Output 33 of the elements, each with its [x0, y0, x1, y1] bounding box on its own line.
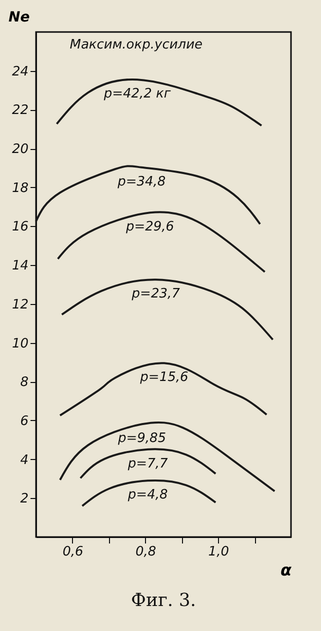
series-label: p=4,8: [126, 488, 168, 503]
series-label: p=29,6: [124, 220, 174, 235]
series-label: p=42,2 кг: [102, 86, 171, 102]
y-tick-label: 20: [12, 142, 28, 158]
y-tick-label: 24: [12, 64, 28, 80]
series-label: p=9,85: [116, 431, 166, 446]
x-tick-label: 0,6: [62, 544, 84, 560]
y-tick-label: 14: [12, 258, 28, 274]
y-tick-label: 16: [12, 220, 28, 235]
x-tick-label: 1,0: [208, 544, 229, 560]
y-tick-label: 18: [12, 180, 28, 196]
line-series: [60, 278, 274, 341]
series-label: p=7,7: [126, 456, 168, 472]
x-tick-label: 0,8: [135, 544, 156, 560]
line-series: [59, 362, 268, 416]
y-tick-label: 8: [20, 375, 28, 390]
y-axis-title: Ne: [8, 10, 30, 26]
x-axis-title: α: [280, 560, 292, 580]
y-tick-label: 12: [12, 297, 28, 312]
line-series: [81, 479, 217, 507]
y-tick-label: 22: [12, 103, 28, 118]
annotation: Максим.окр.усилие: [70, 38, 203, 53]
text: Фиг. 3.: [131, 590, 196, 611]
y-tick-label: 2: [20, 492, 28, 507]
y-tick-label: 10: [12, 336, 28, 352]
line-series: [56, 78, 262, 127]
y-tick-label: 4: [20, 452, 28, 468]
series-label: p=23,7: [130, 286, 181, 302]
y-tick-label: 6: [20, 414, 28, 429]
line-series: [79, 448, 217, 480]
series-label: p=34,8: [116, 174, 166, 190]
line-series: [56, 211, 266, 273]
series-label: p=15,6: [139, 370, 188, 386]
